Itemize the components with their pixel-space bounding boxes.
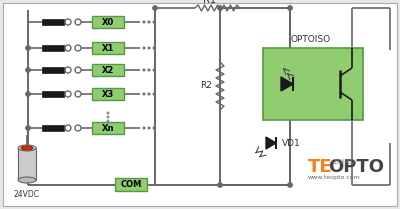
Circle shape	[26, 46, 30, 51]
Circle shape	[65, 91, 71, 97]
Bar	[92, 16, 124, 28]
Text: www.teopto.com: www.teopto.com	[308, 175, 361, 180]
Circle shape	[65, 125, 71, 131]
Circle shape	[107, 120, 109, 122]
Circle shape	[107, 112, 109, 114]
Circle shape	[148, 21, 150, 23]
Text: R1: R1	[204, 0, 216, 5]
Bar	[42, 91, 64, 97]
Bar	[42, 125, 64, 131]
Bar	[42, 19, 64, 25]
Circle shape	[143, 69, 145, 71]
Circle shape	[75, 45, 81, 51]
Circle shape	[26, 92, 30, 97]
Bar	[92, 122, 124, 134]
Circle shape	[65, 67, 71, 73]
Circle shape	[153, 47, 155, 49]
Circle shape	[143, 93, 145, 95]
Circle shape	[143, 47, 145, 49]
Circle shape	[26, 68, 30, 73]
Text: OPTO: OPTO	[328, 158, 384, 176]
Circle shape	[143, 127, 145, 129]
Text: X1: X1	[102, 44, 114, 53]
Text: X2: X2	[102, 66, 114, 75]
Text: Xn: Xn	[102, 124, 114, 133]
Text: 24VDC: 24VDC	[14, 190, 40, 199]
Text: VD1: VD1	[282, 139, 301, 148]
Circle shape	[65, 45, 71, 51]
Circle shape	[65, 19, 71, 25]
Bar	[92, 64, 124, 76]
Circle shape	[288, 182, 292, 187]
Bar	[263, 48, 363, 120]
Text: X3: X3	[102, 90, 114, 99]
Circle shape	[218, 5, 222, 10]
Text: COM: COM	[120, 180, 142, 189]
Ellipse shape	[21, 146, 33, 150]
Text: OPTOISO: OPTOISO	[291, 35, 331, 44]
Circle shape	[148, 69, 150, 71]
Bar	[42, 67, 64, 73]
Polygon shape	[266, 137, 276, 149]
Ellipse shape	[18, 145, 36, 151]
Text: TE: TE	[308, 158, 333, 176]
Circle shape	[143, 21, 145, 23]
Circle shape	[75, 67, 81, 73]
Circle shape	[26, 125, 30, 130]
Circle shape	[75, 91, 81, 97]
Circle shape	[107, 116, 109, 118]
Bar	[115, 178, 147, 191]
Circle shape	[153, 127, 155, 129]
Bar	[18, 148, 36, 180]
Circle shape	[148, 47, 150, 49]
Circle shape	[148, 127, 150, 129]
Bar	[92, 88, 124, 100]
Polygon shape	[281, 77, 293, 91]
Bar	[92, 42, 124, 54]
Circle shape	[75, 19, 81, 25]
Circle shape	[153, 21, 155, 23]
Circle shape	[288, 5, 292, 10]
Ellipse shape	[18, 177, 36, 183]
Circle shape	[153, 69, 155, 71]
Circle shape	[148, 93, 150, 95]
Text: 电气CAD论坛: 电气CAD论坛	[333, 158, 355, 163]
Circle shape	[153, 93, 155, 95]
Circle shape	[218, 182, 222, 187]
Circle shape	[152, 5, 158, 10]
Circle shape	[75, 125, 81, 131]
Bar	[42, 45, 64, 51]
Text: R2: R2	[200, 80, 212, 89]
Text: X0: X0	[102, 18, 114, 27]
